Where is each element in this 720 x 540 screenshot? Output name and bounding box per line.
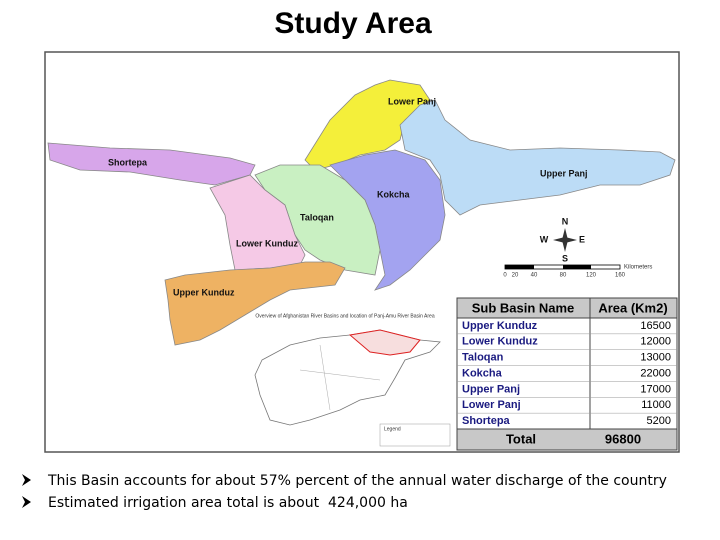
table-cell: 11000 [641,399,671,411]
region-label: Taloqan [300,212,334,222]
table-header: Sub Basin Name [472,300,575,315]
table-cell: Lower Kunduz [462,336,538,348]
region-upper-kunduz [164,261,346,346]
bullet-text: Estimated irrigation area total is about… [48,495,408,511]
table-cell: Lower Panj [462,399,521,411]
region-label: Kokcha [377,189,411,199]
scale-tick-label: 120 [586,273,597,279]
scale-tick-label: 80 [560,273,567,279]
inset-basin [348,329,421,356]
inset-title: Overview of Afghanistan River Basins and… [255,313,434,319]
table-total-label: Total [506,431,536,446]
scale-unit: Kilometers [624,265,652,271]
table-total-value: 96800 [605,431,641,446]
table-header: Area (Km2) [598,300,667,315]
table-cell: 5200 [647,415,671,427]
table-cell: 13000 [640,352,671,364]
table-header-bg [456,297,678,319]
area-table: Sub Basin Name Area (Km2) Total 96800 Up… [456,297,678,451]
bullet-arrow [22,474,31,486]
table-cell: Shortepa [462,415,511,427]
slide-title: Study Area [274,7,432,40]
inset-legend [379,423,451,447]
bullet-text: This Basin accounts for about 57% percen… [47,473,667,489]
bullets: This Basin accounts for about 57% percen… [22,473,667,511]
table-cell: 17000 [640,383,671,395]
region-label: Shortepa [108,157,148,167]
compass-label: S [562,253,568,263]
scale-bar-rect [505,265,534,269]
table-cell: 22000 [640,367,671,379]
inset-boundary [299,369,381,381]
table-cell: 16500 [640,320,671,332]
bullet-arrow [22,496,31,508]
basin-map: Shortepa Lower Panj Upper Panj Kokcha Ta… [47,79,676,346]
table-cell: Kokcha [462,367,503,379]
scale-tick-label: 20 [512,273,519,279]
compass: N W E S [540,216,585,263]
inset-map: Overview of Afghanistan River Basins and… [254,313,451,447]
region-lower-kunduz [209,174,306,271]
inset-legend-title: Legend [384,426,401,432]
region-label: Lower Panj [388,96,436,106]
table-cell: Upper Kunduz [462,320,538,332]
region-shortepa [47,142,256,186]
compass-label: N [562,216,569,226]
compass-label: W [540,234,549,244]
table-cell: Upper Panj [462,383,520,395]
region-label: Upper Kunduz [173,287,235,297]
compass-label: E [579,234,585,244]
region-upper-panj [399,99,676,216]
scale-tick-label: 40 [531,273,538,279]
inset-boundary [319,344,331,411]
table-cell: 12000 [640,336,671,348]
compass-needle [553,237,577,243]
scale-tick-label: 0 [503,273,507,279]
region-label: Lower Kunduz [236,238,298,248]
table-cell: Taloqan [462,352,504,364]
table-frame [456,297,678,451]
scale-tick-label: 160 [615,273,626,279]
scale-bar: Kilometers 0 20 40 80 120 160 [503,265,652,279]
region-label: Upper Panj [540,168,588,178]
scale-bar-rect [563,265,591,269]
table-total-bg [456,428,678,451]
